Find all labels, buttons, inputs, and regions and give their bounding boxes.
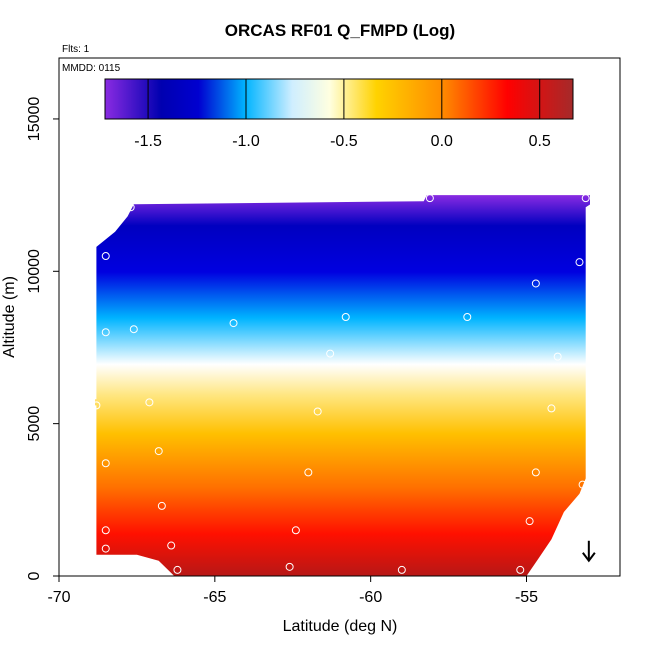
flight-point [547,404,556,413]
flight-point [575,258,584,267]
flight-point [291,526,300,535]
colorbar-tick-label: 0.0 [431,133,453,150]
flight-point [425,194,434,203]
y-tick-label: 5000 [26,406,43,442]
flight-point [157,501,166,510]
colorbar: -1.5 -1.0 -0.5 0.0 0.5 [104,78,574,150]
flight-point [229,319,238,328]
flight-point [578,480,587,489]
heatmap-field [95,195,590,576]
flight-point [553,352,562,361]
colorbar-tick-label: 0.5 [529,133,551,150]
flight-points [92,194,590,574]
wind-arrow [582,540,596,563]
plot-frame [58,57,621,577]
y-tick-label: 10000 [26,249,43,294]
flight-point [313,407,322,416]
wind-arrow-head [582,552,596,563]
y-tick-label: 0 [26,571,43,580]
flight-point [525,517,534,526]
y-axis: 0 5000 10000 15000 [26,97,59,580]
colorbar-tick-label: -0.5 [330,133,358,150]
flts-label: Flts: 1 [62,44,90,55]
flight-point [285,562,294,571]
flight-point [101,252,110,261]
flight-point [397,565,406,574]
x-tick-label: -70 [47,589,70,606]
chart-title: ORCAS RF01 Q_FMPD (Log) [225,21,455,40]
x-tick-label: -65 [203,589,226,606]
flight-point [463,313,472,321]
flight-point [145,398,154,407]
flight-point [101,459,110,468]
flight-point [173,565,182,574]
flight-point [167,541,176,550]
colorbar-tick-label: -1.0 [232,133,260,150]
flight-point [581,194,590,203]
flight-point [326,349,335,358]
flight-point [531,468,540,477]
flight-point [126,203,135,212]
x-tick-label: -55 [515,589,538,606]
flight-point [304,468,313,477]
flight-point [341,313,350,321]
data-field [95,195,590,576]
x-axis: -70 -65 -60 -55 [47,576,538,606]
y-tick-label: 15000 [26,97,43,142]
y-axis-label: Altitude (m) [1,276,18,358]
colorbar-tick-label: -1.5 [134,133,162,150]
flight-point [516,565,525,574]
flight-point [101,526,110,535]
mmdd-label: MMDD: 0115 [62,63,121,74]
x-axis-label: Latitude (deg N) [283,618,398,635]
flight-point [101,328,110,337]
flight-point [129,325,138,334]
flight-point [92,401,101,410]
flight-point [154,447,163,456]
colorbar-fill [104,78,574,120]
x-tick-label: -60 [359,589,382,606]
flight-point [101,544,110,553]
flight-point [531,279,540,288]
